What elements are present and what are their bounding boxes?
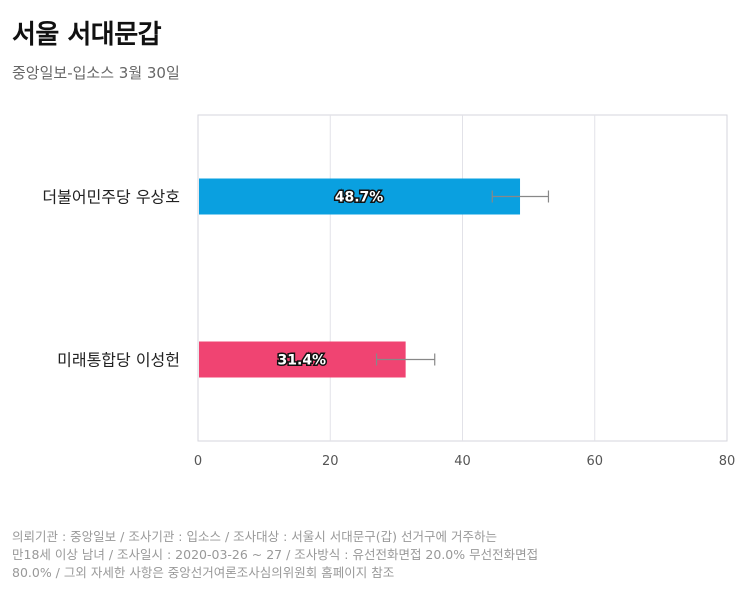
category-label: 미래통합당 이성헌	[57, 351, 180, 370]
footnote-line: 80.0% / 그외 자세한 사항은 중앙선거여론조사심의위원회 홈페이지 참조	[12, 565, 395, 580]
x-tick-label: 20	[322, 454, 339, 469]
footnote-line: 의뢰기관 : 중앙일보 / 조사기관 : 입소스 / 조사대상 : 서울시 서대…	[12, 529, 497, 544]
category-label: 더불어민주당 우상호	[42, 188, 180, 207]
x-tick-label: 80	[719, 454, 736, 469]
x-tick-label: 60	[586, 454, 603, 469]
footnote-line: 만18세 이상 남녀 / 조사일시 : 2020-03-26 ~ 27 / 조사…	[12, 547, 539, 562]
chart-subtitle: 중앙일보-입소스 3월 30일	[12, 64, 180, 82]
chart-area: 0 20 40 60 80 더불어민주당 우상호 48.7% 미래통합당 이성헌 31.4%	[42, 114, 736, 469]
bar	[199, 341, 406, 378]
x-tick-label: 40	[454, 454, 471, 469]
data-label: 48.7%	[335, 190, 384, 206]
chart-title: 서울 서대문갑	[12, 20, 162, 50]
survey-footnote: 의뢰기관 : 중앙일보 / 조사기관 : 입소스 / 조사대상 : 서울시 서대…	[12, 528, 632, 582]
x-tick-label: 0	[194, 454, 202, 469]
data-label: 31.4%	[278, 353, 327, 369]
bar	[199, 178, 521, 215]
bar-chart: 0 20 40 60 80 더불어민주당 우상호 48.7% 미래통합당 이성헌 31.4%	[42, 114, 736, 469]
